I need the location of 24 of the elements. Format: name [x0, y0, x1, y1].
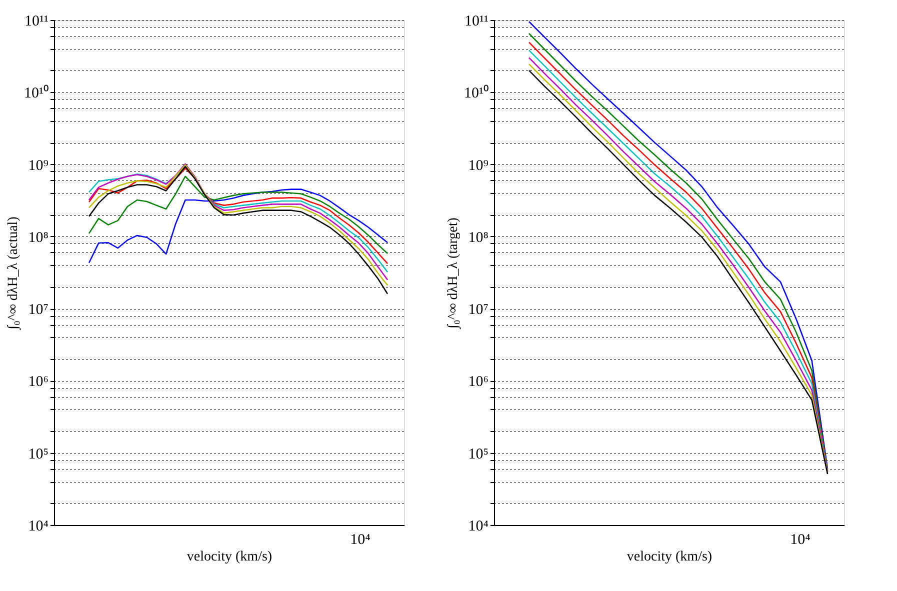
- y-tick-label: 10⁸: [468, 230, 488, 246]
- y-tick-label: 10⁶: [468, 374, 488, 390]
- line-series: [88, 176, 388, 254]
- y-tick-label: 10⁴: [468, 518, 488, 534]
- y-axis-title: ∫₀^∞ dλH_λ (target): [446, 217, 462, 330]
- text: 10⁴: [350, 532, 370, 548]
- text: 10⁴: [790, 532, 810, 548]
- y-tick-label: 10⁸: [28, 230, 48, 246]
- x-axis-title: velocity (km/s): [186, 550, 272, 564]
- y-tick-label: 10¹⁰: [464, 84, 488, 102]
- y-axis-title: ∫₀^∞ dλH_λ (actual): [6, 216, 22, 330]
- y-tick-label: 10¹¹: [24, 14, 48, 30]
- y-tick-label: 10⁷: [468, 302, 488, 318]
- x-axis-title: velocity (km/s): [626, 550, 712, 564]
- y-tick-label: 10¹¹: [464, 14, 488, 30]
- y-tick-label: 10⁵: [28, 446, 48, 462]
- y-tick-label: 10⁹: [468, 158, 488, 174]
- y-tick-label: 10⁷: [28, 302, 48, 318]
- y-tick-label: 10⁵: [468, 446, 488, 462]
- y-tick-label: 10¹⁰: [24, 84, 48, 102]
- y-tick-label: 10⁹: [28, 158, 48, 174]
- line-series: [88, 188, 388, 264]
- y-tick-label: 10⁶: [28, 374, 48, 390]
- y-tick-label: 10⁴: [28, 518, 48, 534]
